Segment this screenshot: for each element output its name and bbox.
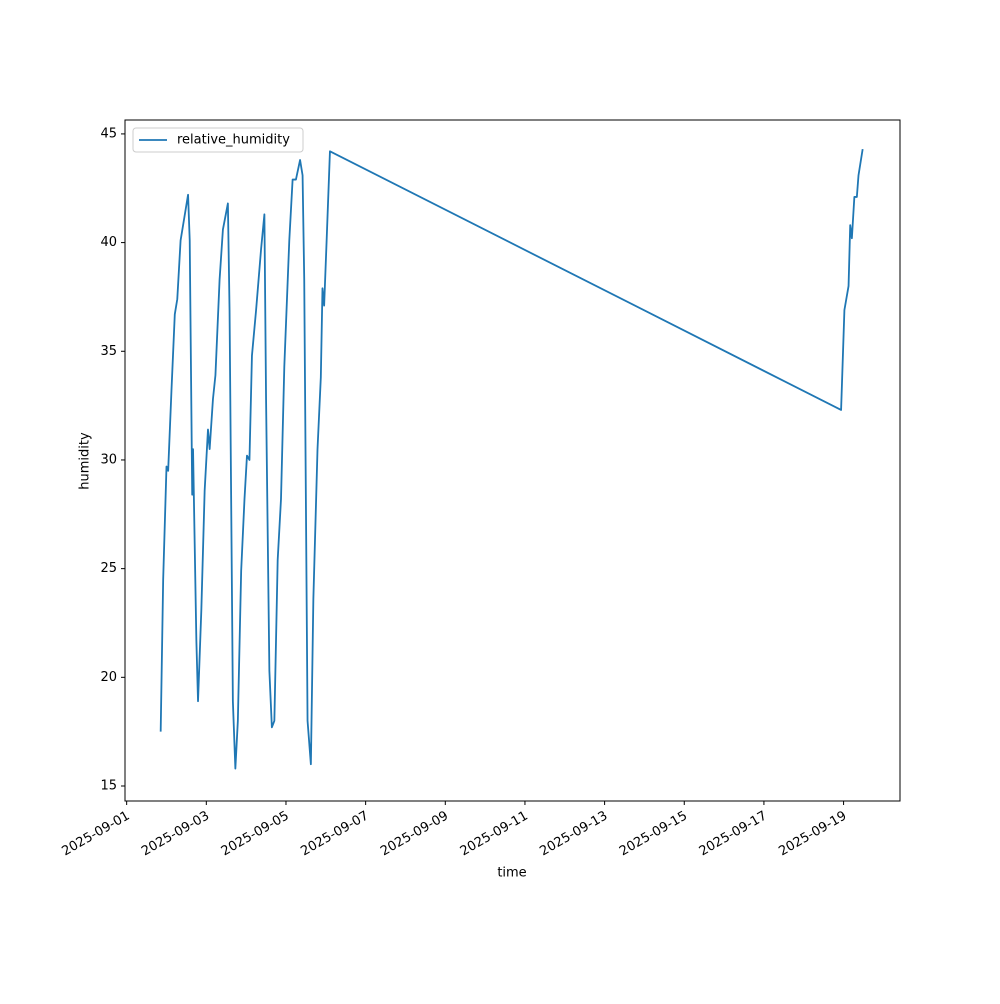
x-tick-label: 2025-09-13 — [537, 809, 610, 860]
y-tick-label: 15 — [100, 779, 117, 794]
x-tick-label: 2025-09-17 — [697, 809, 770, 860]
x-tick-label: 2025-09-15 — [617, 809, 690, 860]
x-tick-label: 2025-09-05 — [219, 809, 292, 860]
plot-frame — [124, 119, 901, 802]
y-tick-label: 35 — [100, 344, 117, 359]
y-tick-label: 40 — [100, 235, 117, 250]
line-series — [159, 148, 864, 770]
x-axis-label: time — [497, 866, 526, 881]
x-tick-label: 2025-09-01 — [59, 809, 132, 860]
x-tick-label: 2025-09-03 — [139, 809, 212, 860]
y-tick-label: 45 — [100, 126, 117, 141]
x-tick-label: 2025-09-09 — [378, 809, 451, 860]
y-tick-label: 25 — [100, 561, 117, 576]
legend-label: relative_humidity — [177, 133, 290, 148]
x-tick-label: 2025-09-19 — [776, 809, 849, 860]
y-axis-label: humidity — [78, 432, 93, 490]
legend-box — [132, 127, 304, 153]
y-tick-label: 20 — [100, 670, 117, 685]
y-tick-label: 30 — [100, 452, 117, 467]
x-tick-label: 2025-09-11 — [458, 809, 531, 860]
x-tick-label: 2025-09-07 — [298, 809, 371, 860]
